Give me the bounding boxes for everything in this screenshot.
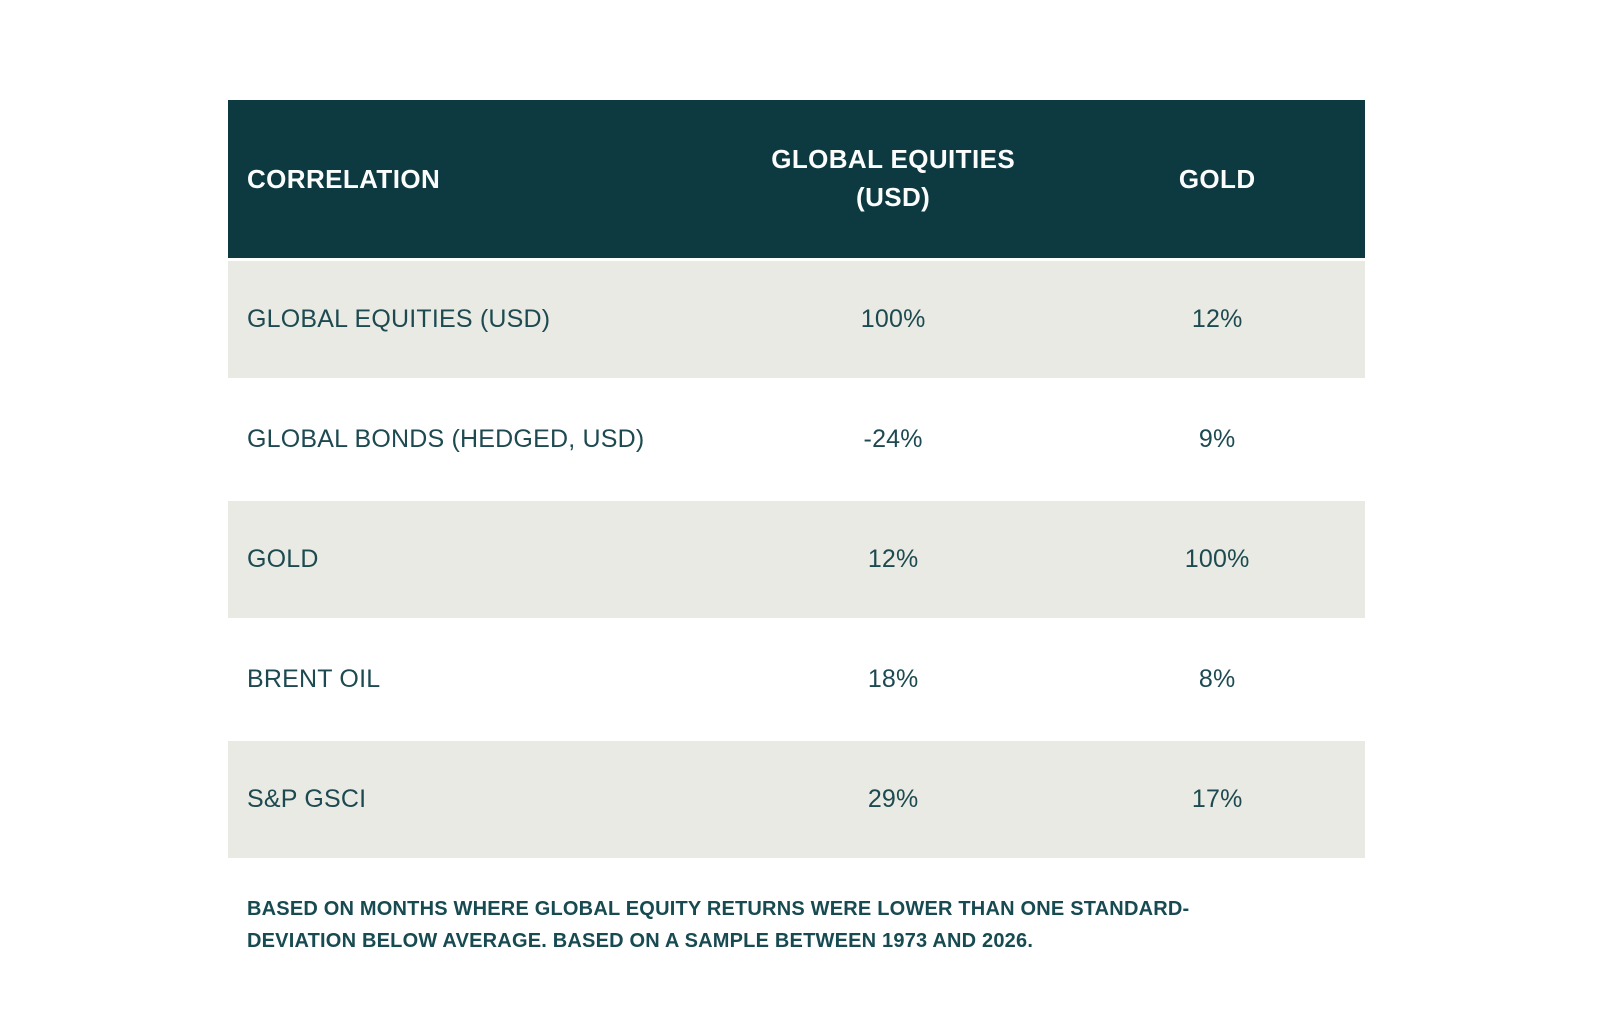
footnote: BASED ON MONTHS WHERE GLOBAL EQUITY RETU…	[247, 893, 1367, 957]
cell-global-equities-value: 100%	[860, 305, 926, 333]
row-label: GOLD	[247, 545, 319, 573]
row-label: BRENT OIL	[247, 665, 381, 693]
table-row: BRENT OIL 18% 8%	[228, 618, 1365, 738]
row-label: GLOBAL EQUITIES (USD)	[247, 305, 551, 333]
table-header-row: CORRELATION GLOBAL EQUITIES (USD) GOLD	[228, 100, 1365, 258]
cell-global-equities-value: 18%	[867, 665, 919, 693]
cell-gold-value: 17%	[1191, 785, 1243, 813]
cell-gold-value: 12%	[1191, 305, 1243, 333]
table-row: GLOBAL BONDS (HEDGED, USD) -24% 9%	[228, 378, 1365, 498]
column-header-gold: GOLD	[1178, 163, 1256, 194]
column-header-correlation: CORRELATION	[247, 163, 441, 194]
cell-gold-value: 8%	[1198, 665, 1236, 693]
table-row: GLOBAL EQUITIES (USD) 100% 12%	[228, 258, 1365, 378]
footnote-line-1: BASED ON MONTHS WHERE GLOBAL EQUITY RETU…	[247, 898, 1190, 920]
cell-global-equities-value: 12%	[867, 545, 919, 573]
footnote-line-2: DEVIATION BELOW AVERAGE. BASED ON A SAMP…	[247, 930, 1034, 952]
cell-gold-value: 100%	[1184, 545, 1250, 573]
column-header-global-equities: GLOBAL EQUITIES (USD)	[717, 100, 1069, 258]
row-label: GLOBAL BONDS (HEDGED, USD)	[247, 425, 645, 453]
column-header-global-equities-label: GLOBAL EQUITIES (USD)	[771, 144, 1016, 212]
row-label: S&P GSCI	[247, 785, 367, 813]
correlation-table: CORRELATION GLOBAL EQUITIES (USD) GOLD G…	[228, 100, 1365, 858]
table-row: S&P GSCI 29% 17%	[228, 738, 1365, 858]
cell-global-equities-value: -24%	[863, 425, 923, 453]
table-row: GOLD 12% 100%	[228, 498, 1365, 618]
cell-global-equities-value: 29%	[867, 785, 919, 813]
cell-gold-value: 9%	[1198, 425, 1236, 453]
